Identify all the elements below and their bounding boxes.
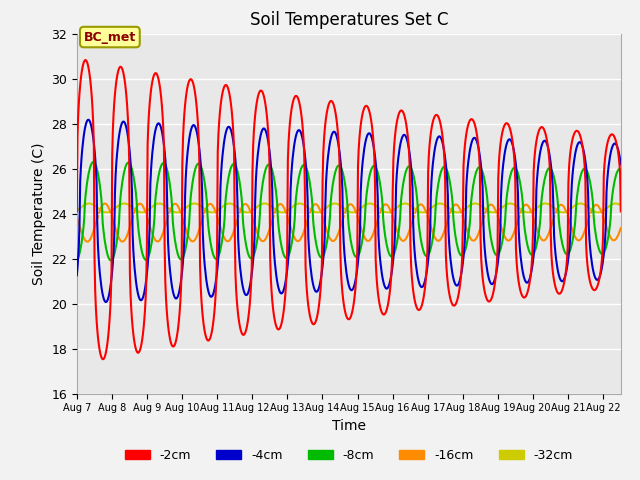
Legend: -2cm, -4cm, -8cm, -16cm, -32cm: -2cm, -4cm, -8cm, -16cm, -32cm xyxy=(120,444,578,467)
Title: Soil Temperatures Set C: Soil Temperatures Set C xyxy=(250,11,448,29)
Text: BC_met: BC_met xyxy=(84,31,136,44)
X-axis label: Time: Time xyxy=(332,419,366,433)
Y-axis label: Soil Temperature (C): Soil Temperature (C) xyxy=(31,143,45,285)
